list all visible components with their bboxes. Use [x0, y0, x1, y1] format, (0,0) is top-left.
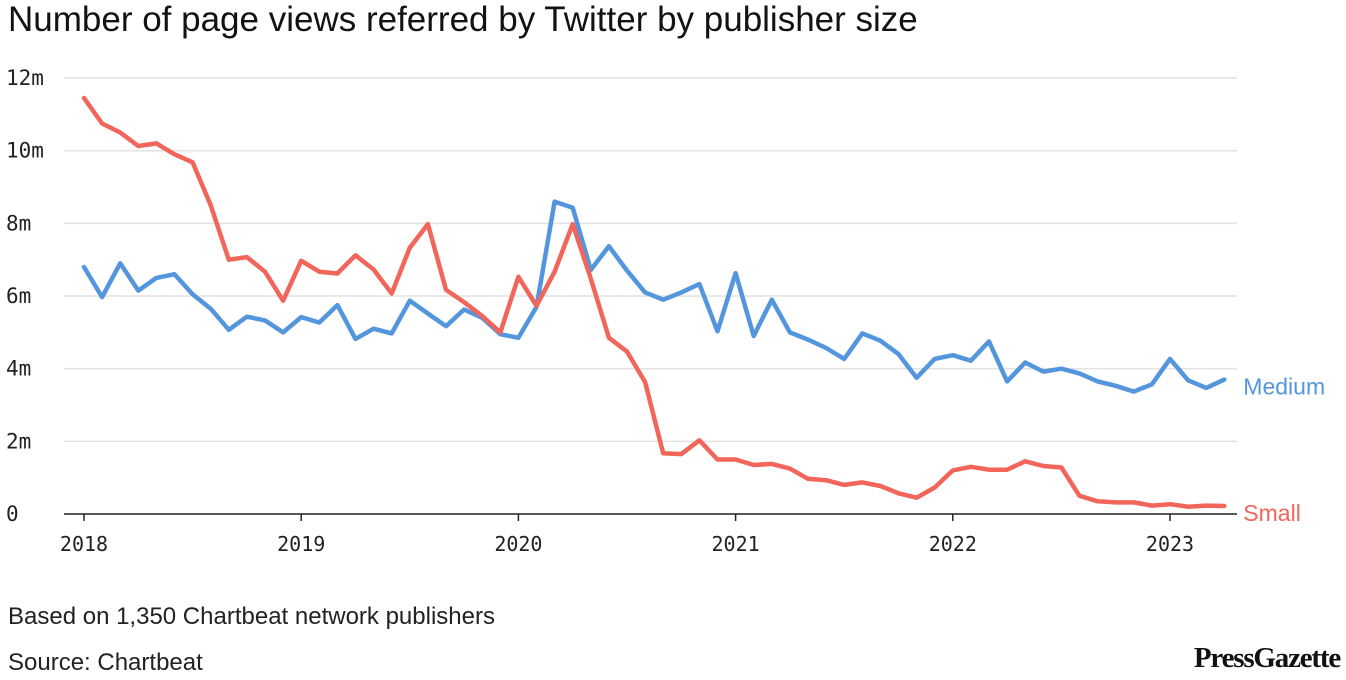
series-line-medium	[81, 199, 1227, 394]
y-tick-label: 4m	[6, 357, 31, 381]
page-title: Number of page views referred by Twitter…	[8, 0, 918, 39]
axes: 0 2m 4m 6m 8m 10m 12m 2018 2019 2020 2021 2022 2023	[6, 66, 1237, 556]
y-tick-label: 8m	[6, 211, 31, 235]
press-gazette-logo: PressGazette	[1193, 642, 1341, 674]
x-tick-label: 2020	[494, 532, 542, 556]
x-tick-label: 2019	[277, 532, 325, 556]
y-tick-label: 0	[6, 502, 19, 526]
y-tick-label: 10m	[6, 139, 44, 163]
series-label-small: Small	[1243, 500, 1301, 526]
labels: Medium Small	[1243, 374, 1325, 526]
chart-note: Based on 1,350 Chartbeat network publish…	[8, 603, 495, 630]
x-tick-label: 2021	[712, 532, 760, 556]
chart-source: Source: Chartbeat	[8, 649, 203, 676]
y-tick-label: 2m	[6, 429, 31, 453]
series-layer	[81, 95, 1227, 509]
x-tick-label: 2022	[929, 532, 977, 556]
series-line-small	[81, 95, 1227, 509]
x-tick-label: 2023	[1146, 532, 1194, 556]
x-tick-label: 2018	[60, 532, 108, 556]
series-label-medium: Medium	[1243, 374, 1325, 400]
y-tick-label: 12m	[6, 66, 44, 90]
y-tick-label: 6m	[6, 284, 31, 308]
